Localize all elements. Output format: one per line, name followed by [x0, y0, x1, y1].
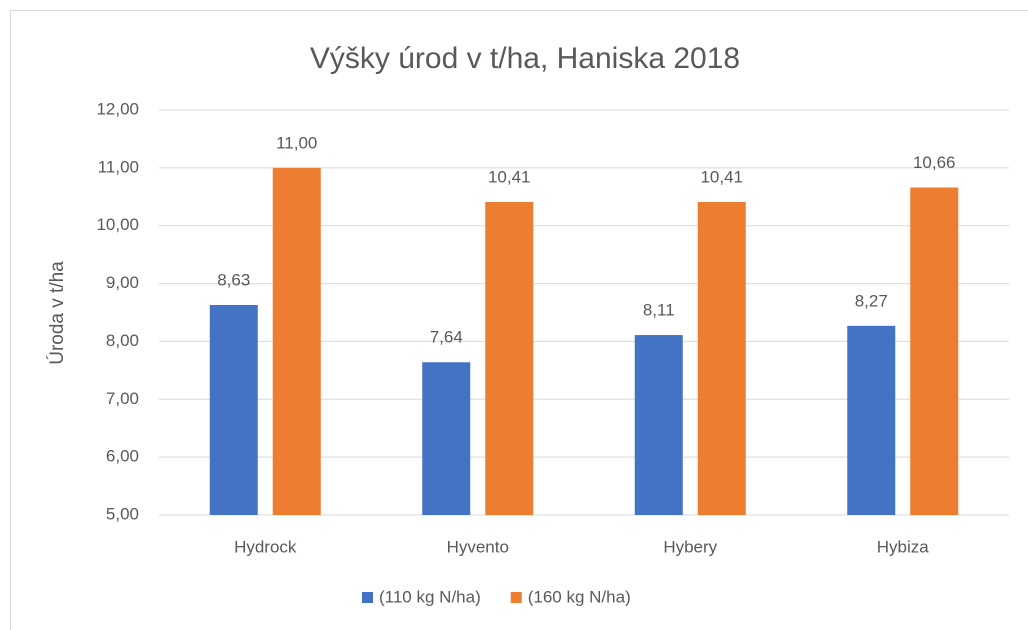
bar — [485, 201, 534, 515]
y-axis-label: Úroda v t/ha — [46, 261, 68, 365]
data-label: 10,41 — [488, 167, 531, 186]
data-label: 8,11 — [643, 301, 675, 320]
data-label: 10,41 — [700, 167, 743, 186]
bar — [697, 201, 746, 515]
y-tick-label: 11,00 — [98, 157, 139, 176]
bar — [272, 167, 321, 515]
bar — [847, 325, 896, 515]
legend-label: (110 kg N/ha) — [379, 587, 481, 606]
data-label: 8,27 — [855, 291, 888, 310]
legend-swatch — [362, 592, 373, 603]
y-tick-label: 10,00 — [96, 215, 139, 234]
bar — [910, 187, 959, 515]
data-label: 10,66 — [913, 153, 956, 172]
legend-swatch — [510, 592, 522, 603]
x-tick-label: Hybery — [663, 537, 717, 556]
y-tick-label: 9,00 — [106, 273, 139, 292]
bar — [209, 304, 258, 515]
y-tick-label: 6,00 — [106, 447, 139, 466]
y-tick-label: 5,00 — [106, 504, 139, 523]
x-tick-label: Hydrock — [234, 537, 297, 556]
bar — [422, 362, 471, 515]
x-tick-label: Hybiza — [877, 537, 930, 556]
data-label: 8,63 — [217, 270, 250, 289]
y-tick-label: 8,00 — [106, 331, 139, 350]
x-tick-label: Hyvento — [447, 537, 509, 556]
chart-title: Výšky úrod v t/ha, Haniska 2018 — [310, 42, 740, 75]
bar — [634, 335, 683, 515]
y-tick-label: 12,00 — [96, 99, 139, 118]
data-label: 7,64 — [430, 328, 463, 347]
legend-label: (160 kg N/ha) — [528, 587, 631, 606]
data-label: 11,00 — [276, 133, 317, 152]
y-tick-label: 7,00 — [106, 389, 139, 408]
